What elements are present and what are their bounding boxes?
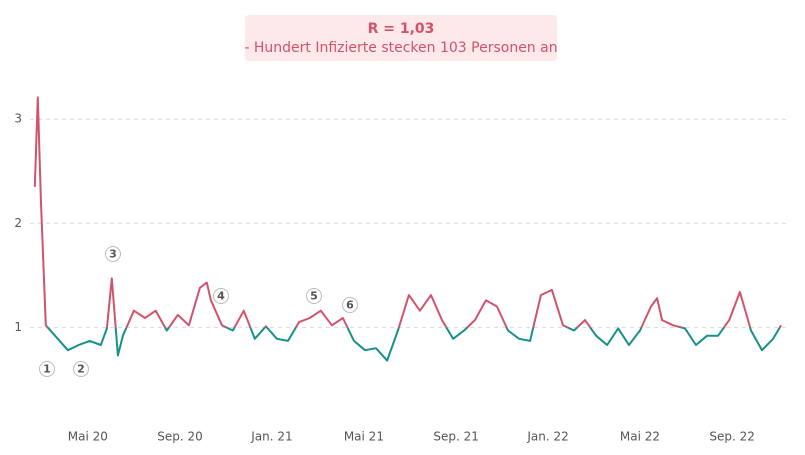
annotation-label: 6 — [346, 299, 354, 312]
y-tick-label: 1 — [14, 320, 22, 334]
annotation-badge: 3 — [105, 246, 121, 262]
x-tick-label: Mai 21 — [344, 430, 384, 444]
x-tick-label: Sep. 22 — [709, 430, 755, 444]
badge-circle — [73, 361, 89, 377]
badge-circle — [342, 297, 358, 313]
x-tick-label: Sep. 21 — [433, 430, 479, 444]
annotation-badge: 4 — [213, 288, 229, 304]
annotation-label: 1 — [43, 363, 51, 376]
badge-circle — [39, 361, 55, 377]
annotation-badge: 5 — [306, 288, 322, 304]
x-tick-label: Jan. 21 — [250, 430, 292, 444]
annotation-label: 3 — [109, 248, 117, 261]
annotation-label: 2 — [77, 363, 85, 376]
badge-circle — [306, 288, 322, 304]
chart-subtitle: - Hundert Infizierte stecken 103 Persone… — [244, 40, 557, 56]
title-box — [245, 15, 557, 61]
r-line — [33, 96, 782, 362]
x-tick-label: Mai 22 — [620, 430, 660, 444]
annotation-label: 5 — [310, 290, 318, 303]
annotation-badge: 1 — [39, 361, 55, 377]
annotation-label: 4 — [217, 290, 225, 303]
badge-circle — [213, 288, 229, 304]
x-tick-label: Mai 20 — [68, 430, 108, 444]
badge-circle — [105, 246, 121, 262]
x-tick-label: Sep. 20 — [157, 430, 203, 444]
y-tick-label: 3 — [14, 112, 22, 126]
annotation-badge: 2 — [73, 361, 89, 377]
x-tick-label: Jan. 22 — [526, 430, 568, 444]
y-tick-label: 2 — [14, 216, 22, 230]
chart-title: R = 1,03 — [368, 21, 435, 37]
annotation-badge: 6 — [342, 297, 358, 313]
